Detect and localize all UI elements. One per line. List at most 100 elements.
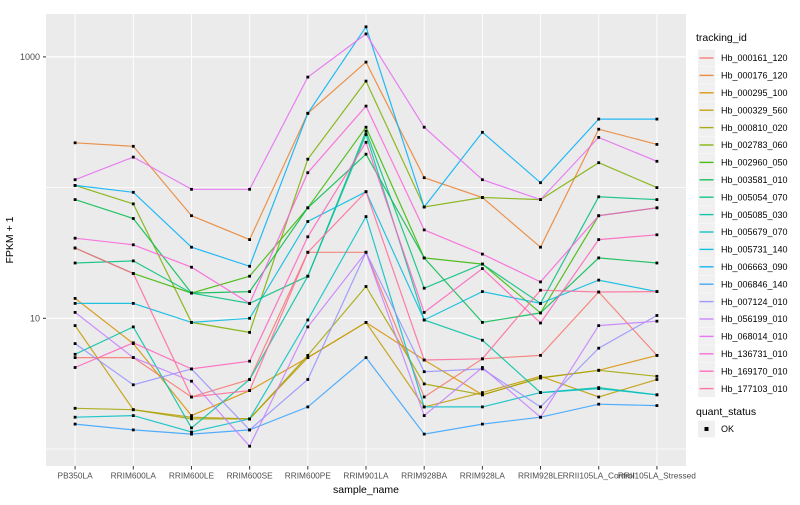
legend-item-Hb_005731_140: Hb_005731_140 xyxy=(698,240,788,258)
data-point-Hb_000810_020 xyxy=(190,417,193,421)
data-point-Hb_005085_030 xyxy=(73,352,77,356)
data-point-Hb_068014_010 xyxy=(73,178,77,182)
data-point-Hb_000810_020 xyxy=(131,408,135,412)
data-point-Hb_005054_070 xyxy=(597,195,601,199)
data-point-Hb_000329_560 xyxy=(539,374,542,378)
data-point-Hb_056199_010 xyxy=(422,414,426,417)
data-point-Hb_136731_010 xyxy=(364,104,368,108)
data-point-Hb_005085_030 xyxy=(131,325,135,329)
data-point-Hb_005679_070 xyxy=(190,430,193,434)
data-point-Hb_056199_010 xyxy=(190,379,193,383)
data-point-Hb_177103_010 xyxy=(539,288,542,292)
data-point-Hb_007124_010 xyxy=(73,342,77,345)
data-point-Hb_006663_090 xyxy=(364,25,368,29)
data-point-Hb_005054_070 xyxy=(190,291,193,295)
data-point-Hb_068014_010 xyxy=(481,178,484,182)
legend-title-tracking-id: tracking_id xyxy=(696,32,747,44)
data-point-Hb_003581_010 xyxy=(131,217,135,220)
data-point-Hb_136731_010 xyxy=(422,228,426,232)
data-point-Hb_000810_020 xyxy=(364,285,368,288)
axis-ticks xyxy=(43,56,658,470)
data-point-Hb_068014_010 xyxy=(364,32,368,36)
data-point-Hb_177103_010 xyxy=(655,290,659,293)
data-point-Hb_056199_010 xyxy=(364,250,368,254)
legend-item-Hb_056199_010: Hb_056199_010 xyxy=(698,310,788,328)
data-point-Hb_005054_070 xyxy=(481,262,484,266)
data-point-Hb_000176_120 xyxy=(190,214,193,218)
data-point-Hb_136731_010 xyxy=(131,243,135,247)
data-point-Hb_000176_120 xyxy=(539,245,542,249)
axis-labels: 10 1000 PB350LA RRIM600LA RRIM600LE RRIM600SE… xyxy=(20,52,696,480)
legend-item-Hb_002960_050: Hb_002960_050 xyxy=(698,153,788,171)
data-point-Hb_006846_140 xyxy=(306,405,310,409)
data-point-Hb_006663_090 xyxy=(481,130,484,134)
legend-item-Hb_007124_010: Hb_007124_010 xyxy=(698,293,788,311)
data-point-Hb_169170_010 xyxy=(539,321,542,325)
legend-label: Hb_003581_010 xyxy=(721,175,788,185)
data-point-Hb_006846_140 xyxy=(481,422,484,426)
data-point-Hb_000329_560 xyxy=(597,395,601,399)
data-point-Hb_136731_010 xyxy=(655,206,659,210)
data-point-Hb_177103_010 xyxy=(190,395,193,399)
data-point-Hb_007124_010 xyxy=(655,314,659,317)
data-point-Hb_177103_010 xyxy=(73,246,77,250)
data-point-Hb_006846_140 xyxy=(422,432,426,436)
data-point-Hb_000810_020 xyxy=(481,393,484,397)
data-point-Hb_005054_070 xyxy=(422,286,426,290)
data-point-Hb_006663_090 xyxy=(597,117,601,121)
ok-point-swatch xyxy=(704,427,709,431)
legend-item-Hb_003581_010: Hb_003581_010 xyxy=(698,171,788,189)
legend-item-Hb_005054_070: Hb_005054_070 xyxy=(698,188,788,206)
data-point-Hb_005679_070 xyxy=(597,387,601,390)
legend-item-Hb_006663_090: Hb_006663_090 xyxy=(698,258,788,276)
data-point-Hb_005731_140 xyxy=(131,302,135,305)
data-point-Hb_169170_010 xyxy=(481,267,484,270)
data-point-Hb_136731_010 xyxy=(481,252,484,256)
data-point-Hb_006663_090 xyxy=(190,245,193,249)
data-point-Hb_177103_010 xyxy=(597,290,601,294)
data-point-Hb_005679_070 xyxy=(364,215,368,218)
data-point-Hb_000295_100 xyxy=(73,297,77,300)
data-point-Hb_002783_060 xyxy=(131,202,135,206)
data-point-Hb_005054_070 xyxy=(73,261,77,265)
data-point-Hb_136731_010 xyxy=(190,265,193,269)
data-point-Hb_056199_010 xyxy=(655,319,659,323)
data-point-Hb_007124_010 xyxy=(131,383,135,387)
legend-label: Hb_068014_010 xyxy=(721,332,788,342)
legend-label: Hb_007124_010 xyxy=(721,297,788,307)
data-point-Hb_056199_010 xyxy=(73,311,77,314)
data-point-Hb_003581_010 xyxy=(655,261,659,265)
data-point-Hb_177103_010 xyxy=(131,272,135,275)
y-tick-label: 1000 xyxy=(20,52,40,62)
x-tick-label: RRIM600PE xyxy=(285,471,332,481)
data-point-Hb_000810_020 xyxy=(73,406,77,410)
data-point-Hb_056199_010 xyxy=(481,366,484,369)
data-point-Hb_002960_050 xyxy=(364,125,368,129)
data-point-Hb_002783_060 xyxy=(364,79,368,83)
data-point-Hb_005054_070 xyxy=(655,198,659,201)
data-point-Hb_006663_090 xyxy=(422,205,426,209)
data-point-Hb_177103_010 xyxy=(306,250,310,254)
data-point-Hb_002783_060 xyxy=(655,186,659,189)
data-point-Hb_068014_010 xyxy=(422,125,426,129)
data-point-Hb_169170_010 xyxy=(190,367,193,371)
legend-quant-status: OK xyxy=(698,420,734,438)
legend-item-Hb_177103_010: Hb_177103_010 xyxy=(698,380,788,398)
data-point-Hb_068014_010 xyxy=(655,159,659,163)
data-point-Hb_007124_010 xyxy=(539,405,542,409)
x-tick-label: RRIM600LA xyxy=(111,471,157,481)
data-point-Hb_006846_140 xyxy=(597,402,601,406)
legend-item-Hb_000810_020: Hb_000810_020 xyxy=(698,119,788,137)
y-tick-label: 10 xyxy=(30,314,40,324)
legend-item-Hb_000176_120: Hb_000176_120 xyxy=(698,66,788,84)
data-point-Hb_136731_010 xyxy=(306,171,310,175)
data-point-Hb_000810_020 xyxy=(597,368,601,372)
data-point-Hb_000810_020 xyxy=(306,354,310,357)
legend-label: Hb_005054_070 xyxy=(721,192,788,202)
data-point-Hb_000329_560 xyxy=(481,391,484,394)
data-point-Hb_005731_140 xyxy=(539,302,542,305)
data-point-Hb_003581_010 xyxy=(306,206,310,210)
data-point-Hb_006663_090 xyxy=(539,181,542,185)
data-point-Hb_068014_010 xyxy=(248,187,251,191)
